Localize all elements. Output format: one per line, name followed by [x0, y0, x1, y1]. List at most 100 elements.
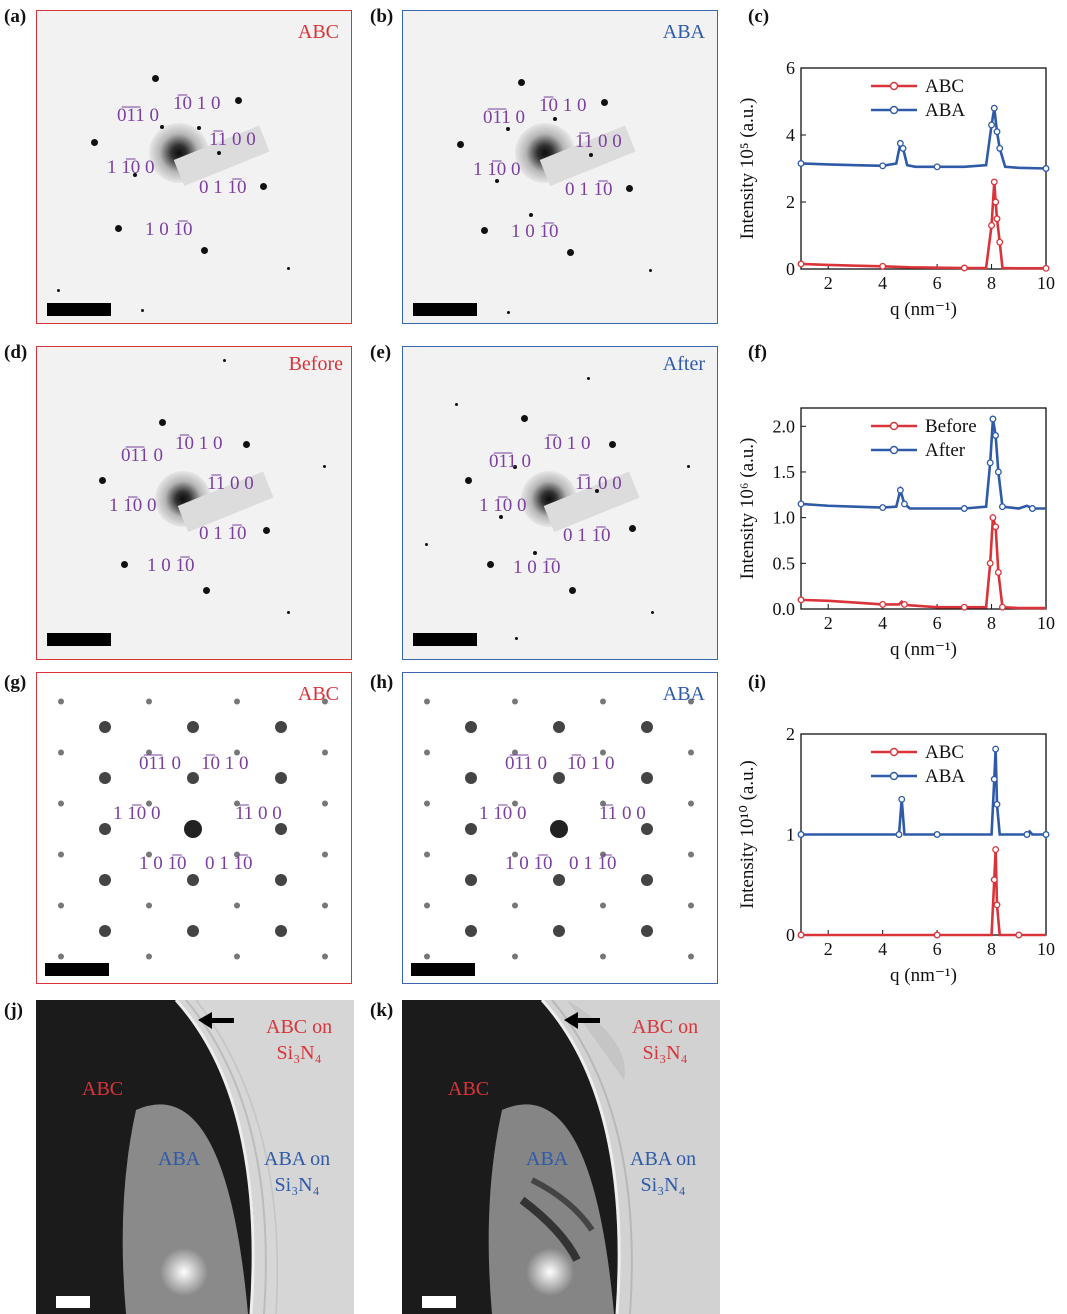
diffraction-spot — [626, 185, 633, 192]
data-point — [933, 931, 941, 939]
diffraction-spot — [323, 465, 326, 468]
miller-index: 1̅1 0 0 — [209, 129, 256, 150]
lattice-spot — [688, 800, 694, 807]
data-point — [994, 569, 1002, 576]
x-tick-label: 10 — [1037, 939, 1055, 959]
diffraction-spot — [159, 419, 166, 426]
data-point — [1015, 931, 1023, 939]
miller-index: 1̅0 1 0 — [175, 433, 223, 454]
miller-index: 1 0 1̅0 — [139, 853, 187, 874]
lattice-spot — [187, 721, 199, 733]
legend-label: ABA — [925, 766, 965, 787]
x-tick-label: 10 — [1037, 273, 1055, 293]
lattice-spot — [600, 953, 606, 960]
aba-on-substrate-label: ABA on Si₃N₄ — [630, 1146, 696, 1198]
miller-index: 1 1̅0 0 — [479, 495, 527, 516]
miller-index: 1 1̅0 0 — [109, 495, 157, 516]
lattice-spot — [465, 772, 477, 784]
data-point — [797, 596, 805, 604]
diffraction-spot — [553, 117, 557, 121]
miller-index: 1 0 1̅0 — [505, 853, 553, 874]
diffraction-spot — [133, 173, 137, 177]
miller-index: 0̅1̅1 0 — [505, 753, 548, 774]
y-tick-label: 2.0 — [773, 416, 796, 436]
lattice-spot — [146, 800, 152, 807]
miller-index: 1̅1 0 0 — [235, 803, 282, 824]
diffraction-spot — [287, 611, 290, 614]
arrow-icon — [198, 1012, 234, 1029]
series-line-before — [800, 517, 1046, 610]
data-point — [879, 262, 887, 270]
x-tick-label: 4 — [878, 939, 887, 959]
lattice-spot — [322, 800, 328, 807]
y-tick-label: 1 — [786, 825, 795, 845]
scale-bar — [47, 633, 111, 646]
lattice-spot — [600, 698, 606, 705]
y-tick-label: 0 — [786, 259, 795, 279]
legend-marker — [889, 105, 899, 115]
arrow-icon — [564, 1012, 600, 1029]
lattice-spot — [553, 772, 565, 784]
scale-bar — [56, 1296, 90, 1308]
lattice-spot — [641, 874, 653, 886]
lattice-spot — [146, 953, 152, 960]
panel-a-label: (a) — [4, 6, 27, 27]
lattice-spot — [553, 721, 565, 733]
lattice-spot — [187, 874, 199, 886]
lattice-spot — [600, 800, 606, 807]
data-point — [990, 104, 998, 112]
x-axis-label: q (nm⁻¹) — [890, 965, 957, 986]
lattice-spot — [234, 851, 240, 858]
data-point — [992, 431, 1000, 439]
diffraction-spot — [487, 561, 494, 568]
scale-bar — [413, 633, 477, 646]
diffraction-spot — [99, 477, 106, 484]
lattice-spot — [688, 851, 694, 858]
lattice-spot — [424, 800, 430, 807]
simulated-pattern-aba: ABA 0̅1̅1 0 1̅0 1 0 1 1̅0 0 1̅1 0 0 1 0 … — [402, 672, 718, 984]
lattice-spot — [99, 925, 111, 937]
data-point — [993, 215, 1001, 223]
chart-f-intensity-profile: 2 4 6 8 10 0.0 0.5 1.0 1.5 2.0 q (nm⁻¹) Intensity 1… — [737, 407, 1055, 660]
diffraction-spot — [649, 269, 652, 272]
diffraction-spot — [687, 465, 690, 468]
panel-j-label: (j) — [4, 1000, 23, 1021]
data-point — [992, 198, 1000, 206]
lattice-spot — [58, 902, 64, 909]
lattice-spot — [600, 902, 606, 909]
diffraction-spot — [589, 153, 593, 157]
lattice-spot — [641, 721, 653, 733]
data-point — [1023, 831, 1031, 838]
dark-field-micrograph — [36, 1000, 354, 1314]
miller-index: 1 1̅0 0 — [113, 803, 161, 824]
y-tick-label: 4 — [786, 125, 795, 145]
dark-field-image-k: ABC ABA ABC on Si₃N₄ ABA on Si₃N₄ — [402, 1000, 720, 1314]
panel-k-label: (k) — [370, 1000, 394, 1021]
lattice-spot — [187, 772, 199, 784]
lattice-spot — [275, 925, 287, 937]
miller-index: 1̅1 0 0 — [575, 131, 622, 152]
miller-index: 1 0 1̅0 — [513, 557, 561, 578]
lattice-spot — [424, 953, 430, 960]
lattice-spot — [688, 953, 694, 960]
lattice-spot — [465, 721, 477, 733]
stacking-tag: ABC — [297, 21, 339, 43]
lattice-spot — [234, 800, 240, 807]
panel-g-label: (g) — [4, 672, 27, 693]
lattice-spot — [58, 953, 64, 960]
miller-index: 1̅1 0 0 — [599, 803, 646, 824]
lattice-spot — [58, 851, 64, 858]
lattice-spot — [512, 851, 518, 858]
chart-i-intensity-profile: 2 4 6 8 10 0 1 2 q (nm⁻¹) Intensity 10¹⁰ (a.u.) AB… — [737, 726, 1055, 986]
diffraction-spot — [518, 79, 525, 86]
substrate-text: Si₃N₄ — [640, 1174, 686, 1196]
data-point — [996, 144, 1004, 152]
diffraction-spot — [121, 561, 128, 568]
diffraction-spot — [160, 125, 164, 129]
scale-bar — [47, 303, 111, 316]
data-point — [960, 505, 968, 512]
data-point — [933, 831, 941, 838]
lattice-spot — [146, 902, 152, 909]
chart-c-intensity-profile: 2 4 6 8 10 0 2 4 6 q (nm⁻¹) Intensity 10⁵ (a.u.) AB… — [737, 60, 1055, 320]
lattice-spot — [553, 874, 565, 886]
